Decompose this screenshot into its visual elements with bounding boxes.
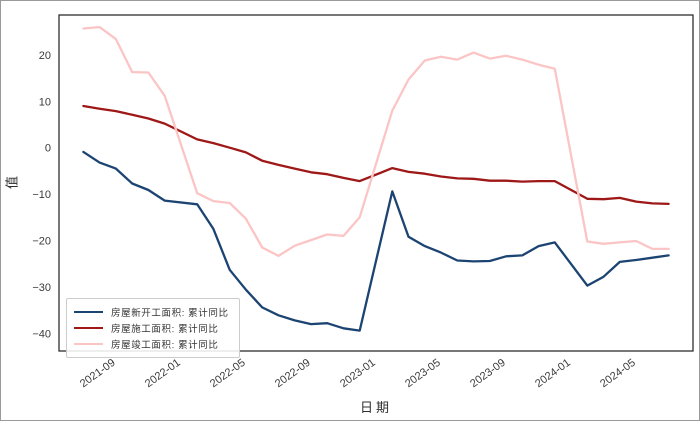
legend-label: 房屋新开工面积: 累计同比: [111, 308, 229, 319]
x-tick-label: 2022-05: [208, 357, 248, 390]
legend-label: 房屋竣工面积: 累计同比: [111, 340, 219, 351]
y-tick-label: 10: [39, 96, 51, 108]
x-tick-label: 2022-01: [143, 357, 183, 390]
y-tick-label: −40: [32, 328, 51, 340]
y-tick-label: 0: [45, 143, 51, 155]
x-tick-label: 2023-09: [468, 357, 508, 390]
legend-item: 房屋竣工面积: 累计同比: [74, 336, 231, 352]
x-tick-label: 2021-09: [78, 357, 118, 390]
series-line-3: [82, 25, 670, 258]
legend-item: 房屋新开工面积: 累计同比: [74, 304, 231, 320]
x-tick-label: 2022-09: [273, 357, 313, 390]
legend-label: 房屋施工面积: 累计同比: [111, 324, 219, 335]
y-tick-label: 20: [39, 50, 51, 62]
x-tick-label: 2024-05: [598, 357, 638, 390]
legend-line-swatch-blue: [74, 311, 103, 313]
x-tick-label: 2024-01: [533, 357, 573, 390]
legend: 房屋新开工面积: 累计同比 房屋施工面积: 累计同比 房屋竣工面积: 累计同比: [66, 298, 240, 358]
y-tick-label: −10: [32, 189, 51, 201]
y-tick-label: −30: [32, 282, 51, 294]
y-axis-label: 值: [4, 176, 20, 190]
x-tick-label: 2023-01: [338, 357, 378, 390]
legend-line-swatch-red: [74, 327, 103, 329]
x-tick-label: 2023-05: [403, 357, 443, 390]
legend-item: 房屋施工面积: 累计同比: [74, 320, 231, 336]
series-line-2: [82, 104, 670, 206]
plot-border: [58, 14, 694, 352]
series-line-1: [82, 150, 670, 332]
legend-line-swatch-pink: [74, 343, 103, 345]
y-tick-label: −20: [32, 236, 51, 248]
x-axis-label: 日期: [359, 400, 392, 415]
